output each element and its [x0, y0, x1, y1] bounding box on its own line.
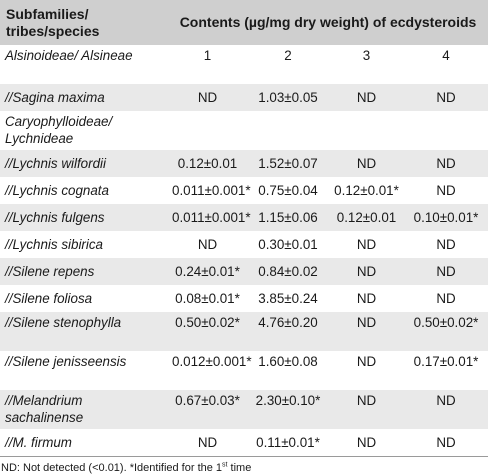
table-body: Alsinoideae/ Alsineae 1 2 3 4 //Sagina maxima…	[0, 45, 488, 457]
value-cell-1: ND	[197, 237, 218, 252]
value-cell-2: 1.15±0.06	[247, 204, 329, 231]
value-cell-4: ND	[404, 84, 488, 111]
value-cell-3: ND	[329, 150, 404, 177]
species-name-cell: //Lychnis fulgens	[0, 204, 168, 231]
value-cell-4	[404, 111, 488, 150]
ecdysteroid-table: Subfamilies/ tribes/species Contents (µg…	[0, 0, 488, 457]
value-cell-1: 0.012±0.001*	[172, 354, 252, 369]
species-name-cell: Caryophylloideae/ Lychnideae	[5, 114, 113, 146]
value-cell-1: ND	[168, 84, 247, 111]
value-cell-3: ND	[356, 354, 377, 369]
value-cell-3: ND	[329, 429, 404, 457]
value-cell-3	[329, 111, 404, 150]
value-cell-1: 0.24±0.01*	[168, 258, 247, 285]
value-cell-2: 1.03±0.05	[247, 84, 329, 111]
value-cell-2: 2	[284, 48, 292, 63]
header-subfamilies: Subfamilies/ tribes/species	[0, 0, 168, 45]
table-row: Alsinoideae/ Alsineae 1 2 3 4	[0, 45, 488, 84]
value-cell-1: 0.67±0.03*	[168, 390, 247, 429]
footnote-text: ND: Not detected (<0.01). *Identified fo…	[1, 462, 223, 474]
value-cell-1: ND	[168, 429, 247, 457]
species-name-cell: //Silene repens	[0, 258, 168, 285]
value-cell-4: ND	[436, 291, 456, 306]
species-name-cell: //Melandrium sachalinense	[0, 390, 168, 429]
value-cell-2: 0.84±0.02	[247, 258, 329, 285]
species-name-cell: //Lychnis wilfordii	[0, 150, 168, 177]
value-cell-1: 0.12±0.01	[168, 150, 247, 177]
header-contents: Contents (µg/mg dry weight) of ecdystero…	[168, 0, 488, 45]
table-row: //Silene stenophylla 0.50±0.02* 4.76±0.20 N…	[0, 312, 488, 351]
table-row: //Lychnis wilfordii 0.12±0.01 1.52±0.07 ND N…	[0, 150, 488, 177]
value-cell-1: 1	[203, 48, 212, 63]
table-row: //Silene jenisseensis 0.012±0.001* 1.60±0.…	[0, 351, 488, 390]
value-cell-2: 2.30±0.10*	[247, 390, 329, 429]
table-row: //Lychnis sibirica ND 0.30±0.01 ND ND	[0, 231, 488, 258]
value-cell-4: ND	[436, 183, 456, 198]
table-row: //Lychnis fulgens 0.011±0.001* 1.15±0.06 0.…	[0, 204, 488, 231]
species-name-cell: //Sagina maxima	[0, 84, 168, 111]
value-cell-1	[168, 111, 247, 150]
value-cell-2: 1.60±0.08	[258, 354, 318, 369]
species-name-cell: //Silene foliosa	[5, 291, 93, 306]
value-cell-2: 1.52±0.07	[247, 150, 329, 177]
value-cell-3: 0.12±0.01	[329, 204, 404, 231]
species-name-cell: Alsinoideae/ Alsineae	[5, 48, 133, 63]
value-cell-3: 3	[362, 48, 371, 63]
value-cell-4: ND	[404, 429, 488, 457]
table-row: Caryophylloideae/ Lychnideae	[0, 111, 488, 150]
value-cell-3: 0.12±0.01*	[334, 183, 399, 198]
value-cell-4: ND	[404, 258, 488, 285]
value-cell-2	[247, 111, 329, 150]
species-name-cell: //M. firmum	[0, 429, 168, 457]
value-cell-4: ND	[404, 150, 488, 177]
table-row: //Silene repens 0.24±0.01* 0.84±0.02 ND ND	[0, 258, 488, 285]
value-cell-2: 0.30±0.01	[258, 237, 318, 252]
value-cell-3: ND	[329, 258, 404, 285]
table-row: //Melandrium sachalinense 0.67±0.03* 2.30±…	[0, 390, 488, 429]
value-cell-2: 0.11±0.01*	[247, 429, 329, 457]
value-cell-4: 0.10±0.01*	[404, 204, 488, 231]
value-cell-3: ND	[329, 84, 404, 111]
value-cell-4: 0.50±0.02*	[404, 312, 488, 351]
species-name-cell: //Lychnis sibirica	[5, 237, 103, 252]
value-cell-3: ND	[329, 312, 404, 351]
value-cell-3: ND	[356, 291, 377, 306]
value-cell-1: 0.011±0.001*	[168, 204, 251, 231]
value-cell-4: ND	[404, 390, 488, 429]
value-cell-4: 4	[442, 48, 450, 63]
value-cell-3: ND	[329, 390, 404, 429]
value-cell-1: 0.011±0.001*	[172, 183, 251, 198]
table-row: //Silene foliosa 0.08±0.01* 3.85±0.24 ND ND	[0, 285, 488, 312]
species-name-cell: //Silene jenisseensis	[5, 354, 127, 369]
value-cell-2: 4.76±0.20	[247, 312, 329, 351]
value-cell-1: 0.08±0.01*	[175, 291, 240, 306]
species-name-cell: //Silene stenophylla	[0, 312, 168, 351]
table-row: //Sagina maxima ND 1.03±0.05 ND ND	[0, 84, 488, 111]
value-cell-3: ND	[356, 237, 377, 252]
value-cell-4: ND	[436, 237, 456, 252]
value-cell-2: 3.85±0.24	[258, 291, 318, 306]
table-header: Subfamilies/ tribes/species Contents (µg…	[0, 0, 488, 45]
table-row: //M. firmum ND 0.11±0.01* ND ND	[0, 429, 488, 457]
value-cell-2: 0.75±0.04	[258, 183, 318, 198]
value-cell-4: 0.17±0.01*	[413, 354, 479, 369]
footnote-text-end: time	[227, 462, 252, 474]
species-name-cell: //Lychnis cognata	[5, 183, 109, 198]
value-cell-1: 0.50±0.02*	[168, 312, 247, 351]
table-row: //Lychnis cognata 0.011±0.001* 0.75±0.04 0.…	[0, 177, 488, 204]
